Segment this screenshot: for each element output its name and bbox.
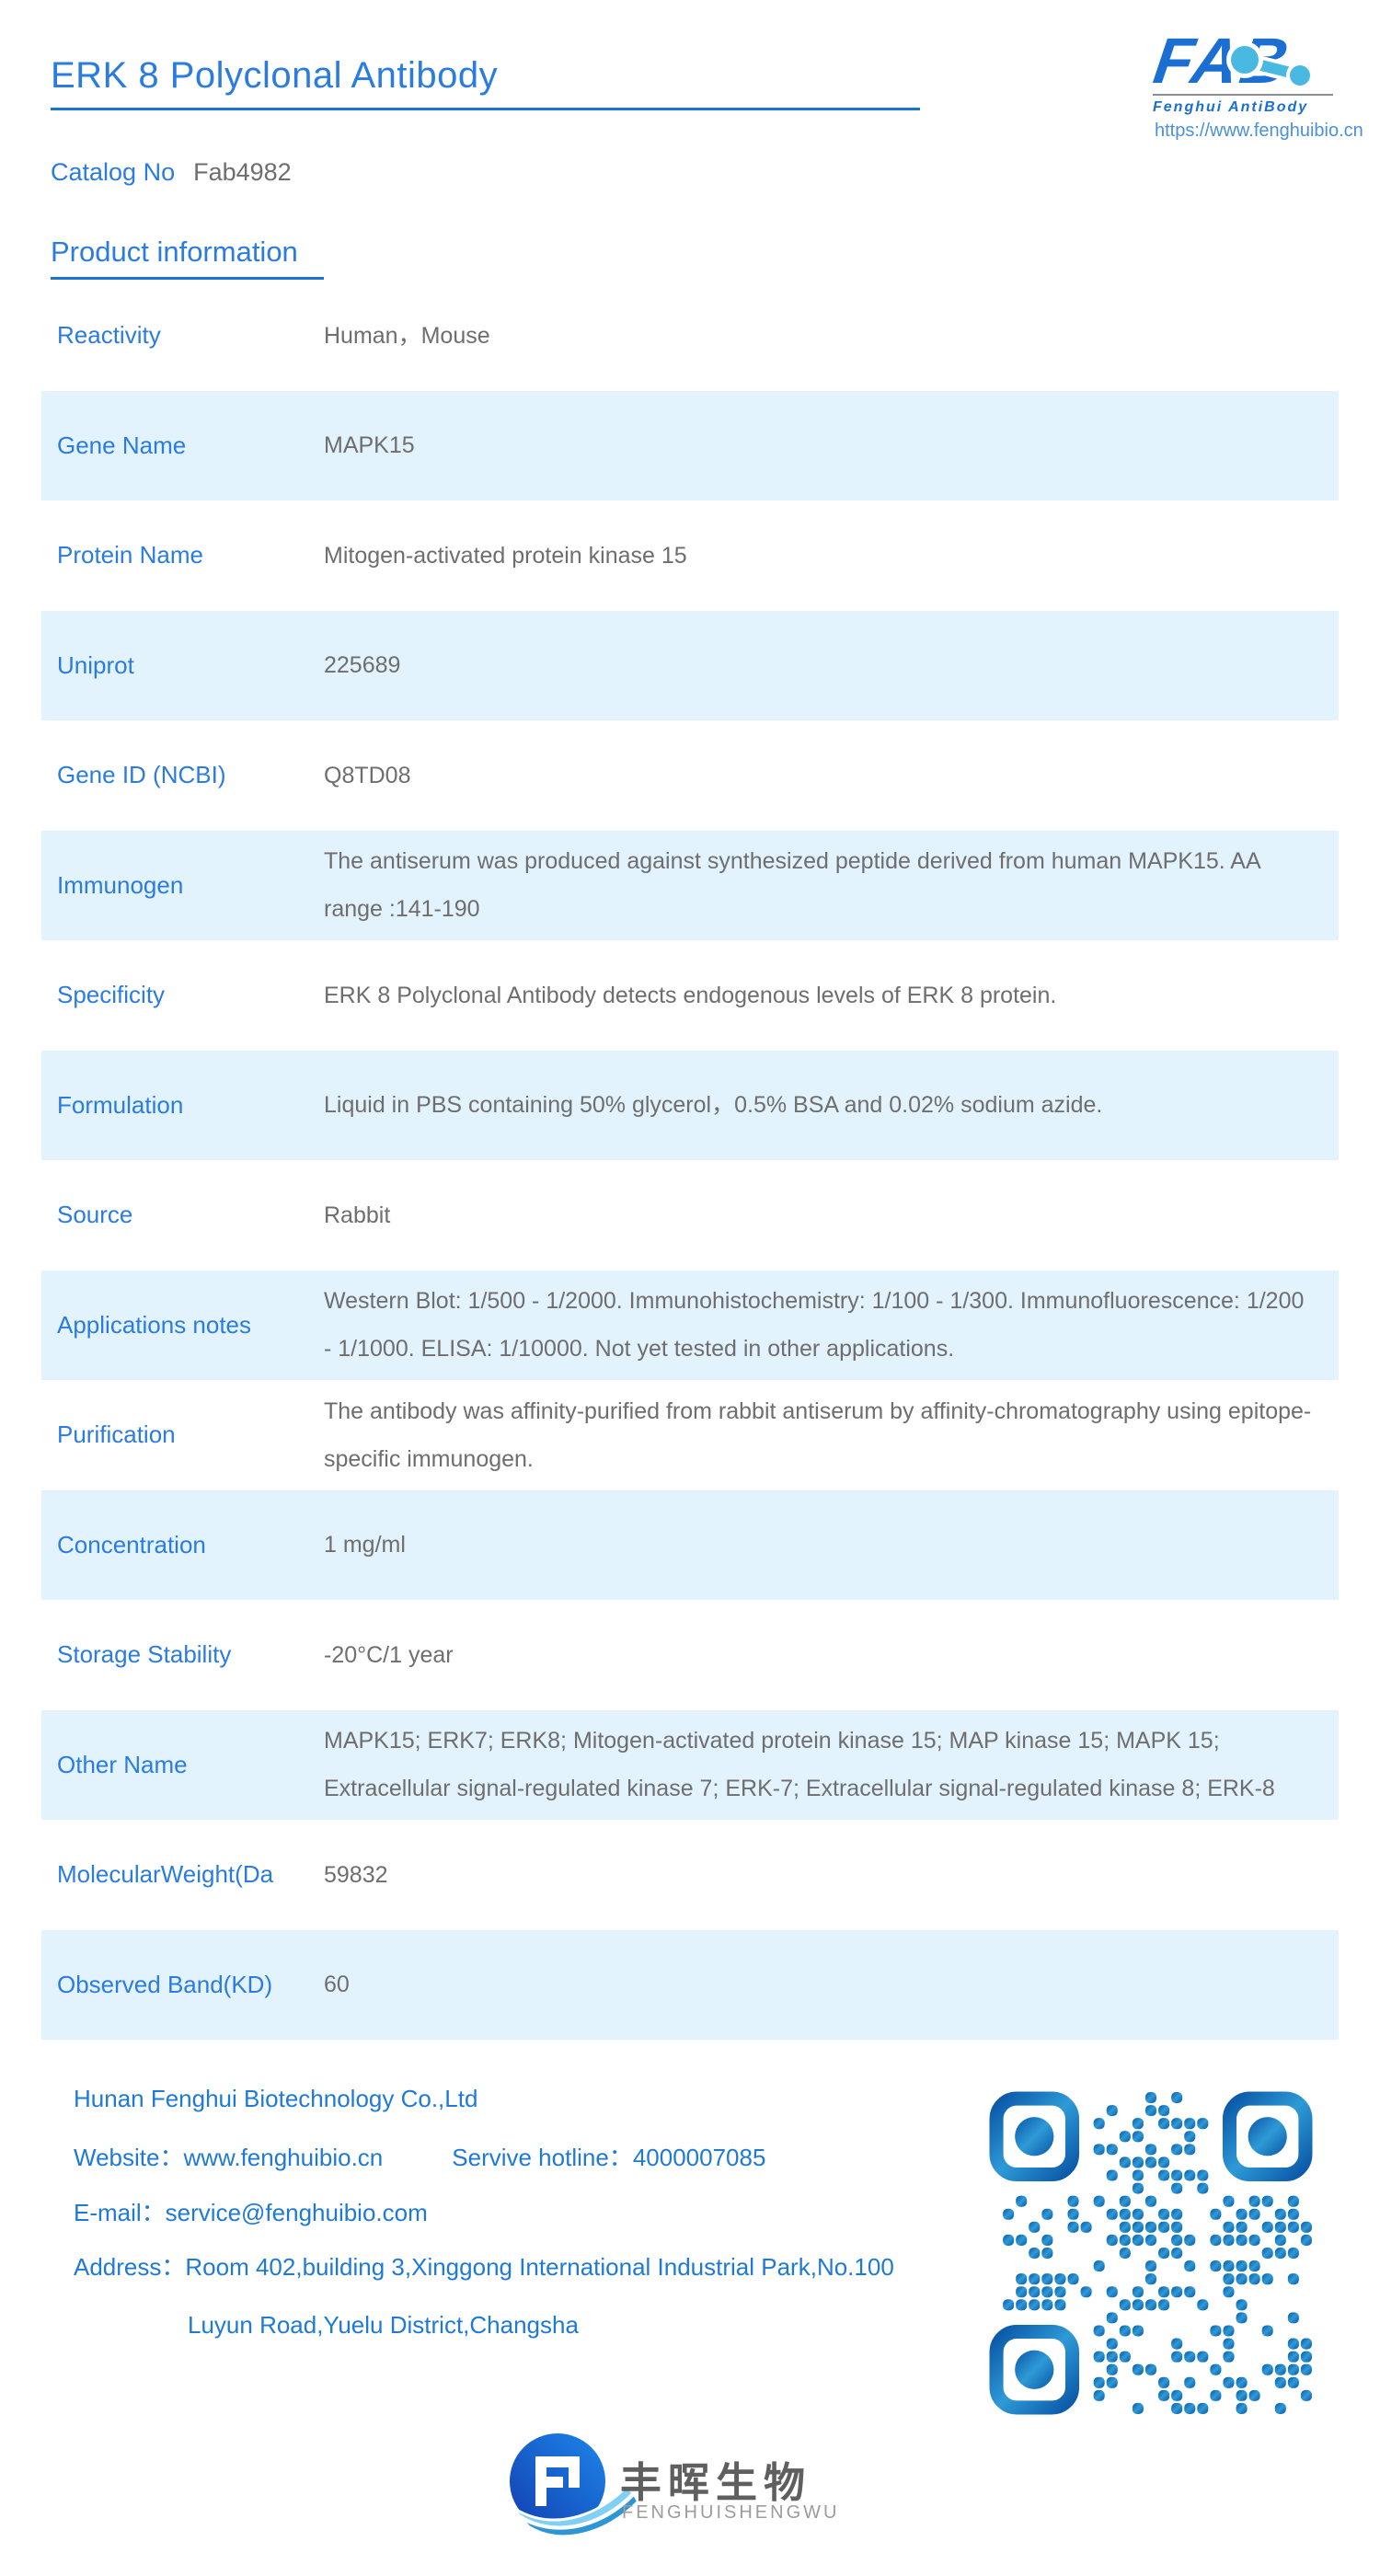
page-title: ERK 8 Polyclonal Antibody (51, 55, 499, 96)
row-value: 59832 (324, 1861, 388, 1888)
row-value: MAPK15 (324, 432, 415, 459)
table-row: Immunogen The antiserum was produced aga… (41, 830, 1339, 940)
row-label: MolecularWeight(Da (57, 1860, 274, 1889)
footer-website-line: Website：www.fenghuibio.cn Servive hotline… (74, 2139, 765, 2173)
row-value: 60 (324, 1972, 350, 1998)
row-value: Human，Mouse (324, 322, 490, 349)
catalog-row: Catalog No Fab4982 (51, 158, 292, 187)
table-row: MolecularWeight(Da 59832 (41, 1820, 1339, 1930)
bottom-logo-en-text: FENGHUISHENGWU (622, 2502, 840, 2523)
logo-divider (1153, 94, 1333, 96)
row-label: Protein Name (57, 541, 203, 569)
bottom-logo: 丰晖生物 FENGHUISHENGWU (504, 2429, 891, 2558)
table-row: Uniprot 225689 (41, 610, 1339, 720)
row-label: Other Name (57, 1750, 188, 1778)
row-value: Rabbit (324, 1202, 391, 1228)
row-label: Source (57, 1201, 133, 1229)
table-row: Other Name MAPK15; ERK7; ERK8; Mitogen-a… (41, 1709, 1339, 1820)
product-info-table: Reactivity Human，Mouse Gene Name MAPK15 … (41, 281, 1339, 2040)
table-row: Protein Name Mitogen-activated protein k… (41, 500, 1339, 611)
table-row: Concentration 1 mg/ml (41, 1489, 1339, 1600)
table-row: Storage Stability -20°C/1 year (41, 1600, 1339, 1710)
row-label: Gene Name (57, 431, 187, 459)
row-label: Immunogen (57, 870, 184, 899)
hotline-value: 4000007085 (632, 2144, 766, 2171)
row-label: Reactivity (57, 321, 161, 350)
row-value: Western Blot: 1/500 - 1/2000. Immunohist… (324, 1288, 1305, 1363)
row-label: Concentration (57, 1530, 206, 1558)
row-label: Gene ID (NCBI) (57, 761, 226, 789)
footer-address-line2: Luyun Road,Yuelu District,Changsha (188, 2311, 579, 2339)
row-label: Purification (57, 1420, 176, 1449)
row-label: Formulation (57, 1090, 184, 1119)
website-value: www.fenghuibio.cn (183, 2144, 384, 2171)
footer-address-line: Address：Room 402,building 3,Xinggong Int… (74, 2248, 894, 2283)
section-underline (51, 277, 324, 280)
bottom-logo-cn-text: 丰晖生物 (620, 2459, 812, 2506)
row-value: The antibody was affinity-purified from … (324, 1397, 1312, 1472)
section-title: Product information (51, 236, 298, 268)
table-row: Source Rabbit (41, 1160, 1339, 1271)
row-value: -20°C/1 year (324, 1641, 454, 1668)
company-logo: FAB Fenghui AntiBody https://www.fenghui… (1150, 25, 1363, 142)
row-value: The antiserum was produced against synth… (324, 848, 1260, 923)
row-value: 225689 (324, 652, 401, 679)
email-value: service@fenghuibio.com (165, 2199, 428, 2226)
footer-email-line: E-mail：service@fenghuibio.com (74, 2194, 428, 2228)
row-label: Applications notes (57, 1310, 252, 1339)
row-value: 1 mg/ml (324, 1532, 406, 1558)
hotline-label: Servive hotline： (452, 2144, 633, 2171)
logo-subtitle: Fenghui AntiBody (1153, 99, 1309, 115)
title-underline (51, 108, 920, 110)
row-label: Specificity (57, 981, 166, 1009)
row-value: ERK 8 Polyclonal Antibody detects endoge… (324, 982, 1057, 1008)
address-value-line1: Room 402,building 3,Xinggong Internation… (185, 2253, 894, 2281)
catalog-value: Fab4982 (193, 158, 292, 186)
row-label: Storage Stability (57, 1640, 232, 1669)
address-label: Address： (74, 2253, 186, 2281)
fh-circle-logo-icon (510, 2433, 639, 2537)
row-value: MAPK15; ERK7; ERK8; Mitogen-activated pr… (324, 1728, 1275, 1802)
row-label: Uniprot (57, 650, 134, 679)
table-row: Gene ID (NCBI) Q8TD08 (41, 720, 1339, 831)
table-row: Specificity ERK 8 Polyclonal Antibody de… (41, 940, 1339, 1051)
logo-url: https://www.fenghuibio.cn (1155, 121, 1363, 141)
row-value: Mitogen-activated protein kinase 15 (324, 542, 687, 569)
catalog-label: Catalog No (51, 158, 176, 186)
molecule-icon (1226, 41, 1314, 89)
website-label: Website： (74, 2144, 184, 2171)
table-row: Purification The antibody was affinity-p… (41, 1380, 1339, 1490)
row-label: Observed Band(KD) (57, 1970, 273, 1998)
email-label: E-mail： (74, 2199, 166, 2226)
row-value: Liquid in PBS containing 50% glycerol，0.… (324, 1092, 1103, 1119)
table-row: Observed Band(KD) 60 (41, 1929, 1339, 2040)
table-row: Reactivity Human，Mouse (41, 281, 1339, 391)
row-value: Q8TD08 (324, 762, 411, 788)
footer-company: Hunan Fenghui Biotechnology Co.,Ltd (74, 2085, 478, 2112)
table-row: Formulation Liquid in PBS containing 50%… (41, 1050, 1339, 1160)
table-row: Gene Name MAPK15 (41, 390, 1339, 500)
table-row: Applications notes Western Blot: 1/500 -… (41, 1270, 1339, 1380)
qr-code (989, 2091, 1313, 2415)
